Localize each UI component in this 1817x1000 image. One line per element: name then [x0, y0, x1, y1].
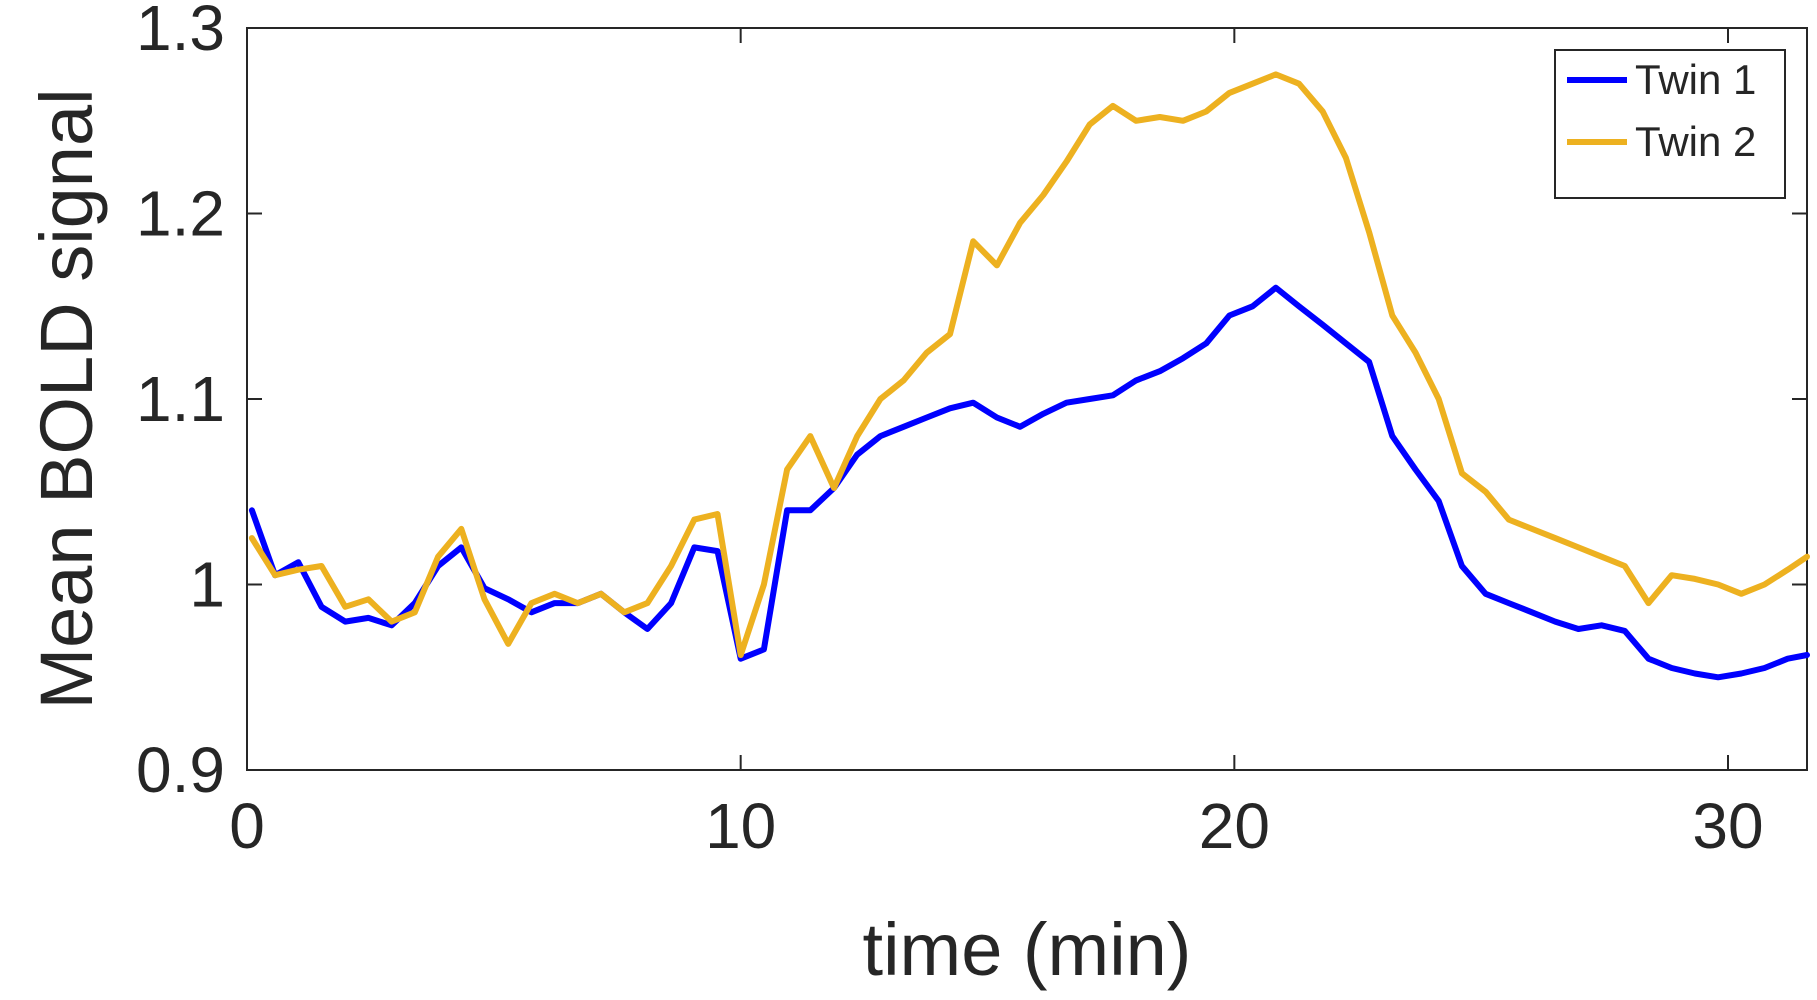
y-tick-label: 1: [189, 549, 225, 621]
x-tick-label: 0: [229, 790, 265, 862]
axis-ticks: 0 10 20 30 0.9 1 1.1 1.2 1.3: [136, 0, 1807, 862]
x-axis-label: time (min): [863, 908, 1192, 991]
legend-label-1: Twin 1: [1635, 56, 1756, 103]
y-tick-label: 1.3: [136, 0, 225, 64]
x-tick-label: 30: [1692, 790, 1763, 862]
y-tick-label: 1.2: [136, 178, 225, 250]
x-tick-label: 20: [1199, 790, 1270, 862]
y-axis-label: Mean BOLD signal: [25, 88, 108, 709]
legend-box: [1554, 49, 1786, 199]
series-line-2: [248, 71, 1810, 658]
y-tick-label: 0.9: [136, 734, 225, 806]
series-line-1: [248, 284, 1810, 681]
legend: Twin 1 Twin 2: [1554, 49, 1786, 199]
x-tick-label: 10: [705, 790, 776, 862]
y-tick-label: 1.1: [136, 363, 225, 435]
legend-label-2: Twin 2: [1635, 118, 1756, 165]
series-layer: [248, 71, 1810, 681]
